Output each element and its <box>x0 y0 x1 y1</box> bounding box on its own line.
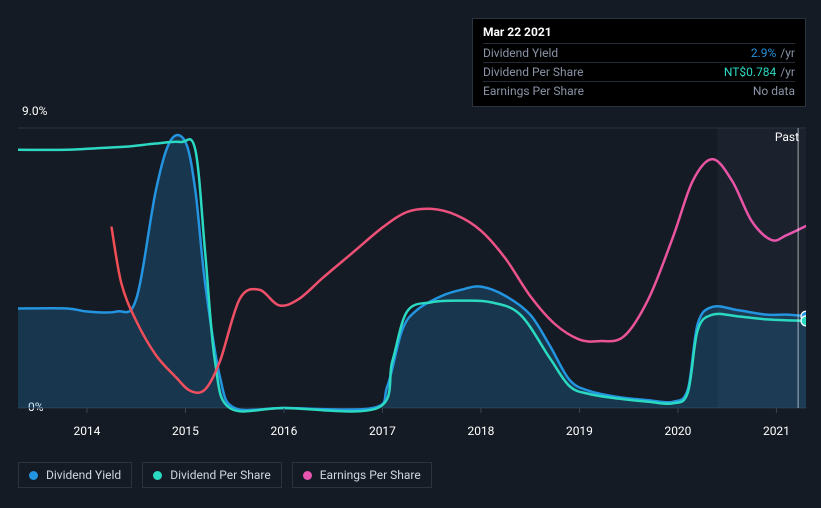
tooltip-label: Dividend Per Share <box>483 65 724 79</box>
chart-legend: Dividend Yield Dividend Per Share Earnings… <box>18 462 432 488</box>
x-axis-tick-label: 2015 <box>172 424 199 438</box>
x-axis-tick-label: 2016 <box>270 424 297 438</box>
legend-dot <box>153 471 162 480</box>
x-axis-tick-label: 2018 <box>467 424 494 438</box>
tooltip-row: Earnings Per ShareNo data <box>483 81 795 100</box>
x-axis-tick-label: 2021 <box>763 424 790 438</box>
tooltip-label: Dividend Yield <box>483 46 751 60</box>
legend-item[interactable]: Dividend Yield <box>18 462 132 488</box>
tooltip-suffix: /yr <box>780 65 795 79</box>
tooltip-value: 2.9% <box>751 46 776 60</box>
x-axis-tick-label: 2014 <box>73 424 100 438</box>
tooltip-value: No data <box>753 84 795 98</box>
legend-item[interactable]: Earnings Per Share <box>292 462 432 488</box>
tooltip-date: Mar 22 2021 <box>483 25 795 43</box>
legend-label: Dividend Yield <box>46 468 121 482</box>
legend-item[interactable]: Dividend Per Share <box>142 462 282 488</box>
legend-label: Dividend Per Share <box>170 468 271 482</box>
x-axis-tick-label: 2017 <box>369 424 396 438</box>
legend-dot <box>29 471 38 480</box>
legend-dot <box>303 471 312 480</box>
x-axis-labels: 2014 2015 2016 2017 2018 2019 2020 2021 <box>18 424 806 444</box>
legend-label: Earnings Per Share <box>320 468 421 482</box>
tooltip-row: Dividend Yield2.9% /yr <box>483 43 795 62</box>
x-axis-tick-label: 2020 <box>664 424 691 438</box>
tooltip-label: Earnings Per Share <box>483 84 753 98</box>
tooltip-suffix: /yr <box>780 46 795 60</box>
tooltip-value: NT$0.784 <box>724 65 776 79</box>
past-label: Past <box>775 130 799 144</box>
x-axis-tick-label: 2019 <box>566 424 593 438</box>
chart-plot-area[interactable] <box>18 108 806 428</box>
chart-tooltip: Mar 22 2021 Dividend Yield2.9%/yrDividen… <box>472 18 806 107</box>
tooltip-row: Dividend Per ShareNT$0.784/yr <box>483 62 795 81</box>
